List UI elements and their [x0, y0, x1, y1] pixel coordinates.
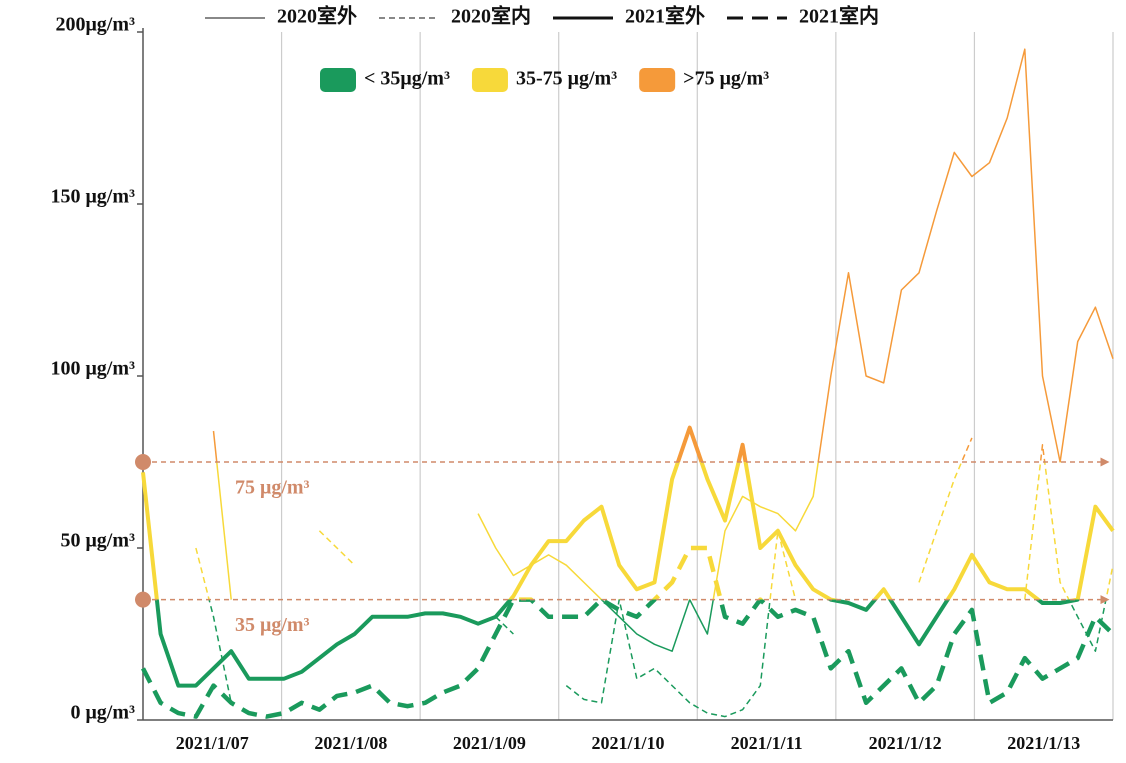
series-line — [141, 425, 1115, 688]
y-tick-label: 150 μg/m³ — [50, 186, 135, 208]
reference-label: 35 μg/m³ — [235, 614, 310, 636]
x-tick-label: 2021/1/07 — [176, 733, 249, 753]
legend-swatch — [471, 68, 508, 92]
reference-label: 75 μg/m³ — [235, 477, 310, 499]
legend-label: 2020室外 — [277, 4, 357, 28]
series-line — [195, 547, 232, 703]
reference-dot — [135, 454, 151, 470]
series-line — [495, 616, 514, 635]
y-tick-label: 50 μg/m³ — [60, 530, 135, 552]
x-tick-label: 2021/1/13 — [1007, 733, 1080, 753]
legend-label: 2021室内 — [799, 4, 879, 28]
legend-swatch — [639, 68, 676, 92]
series-line — [140, 545, 1115, 719]
x-tick-label: 2021/1/09 — [453, 733, 526, 753]
x-tick-label: 2021/1/08 — [314, 733, 387, 753]
series-line — [477, 48, 1114, 652]
reference-dot — [135, 591, 151, 608]
x-tick-label: 2021/1/11 — [731, 733, 803, 753]
series-line — [918, 437, 973, 583]
series-line — [212, 430, 232, 600]
legend-label: < 35μg/m³ — [364, 68, 450, 90]
legend-swatch — [320, 68, 356, 92]
x-tick-label: 2021/1/12 — [869, 733, 942, 753]
y-tick-label: 200μg/m³ — [55, 14, 135, 36]
series-line — [565, 530, 797, 718]
legend-label: 2021室外 — [625, 4, 705, 28]
legend-label: >75 μg/m³ — [683, 68, 769, 90]
legend-label: 2020室内 — [451, 4, 531, 28]
legend-label: 35-75 μg/m³ — [516, 68, 617, 90]
series-line — [318, 530, 356, 566]
y-tick-label: 0 μg/m³ — [70, 702, 135, 724]
y-tick-label: 100 μg/m³ — [50, 358, 135, 380]
x-tick-label: 2021/1/10 — [591, 733, 664, 753]
